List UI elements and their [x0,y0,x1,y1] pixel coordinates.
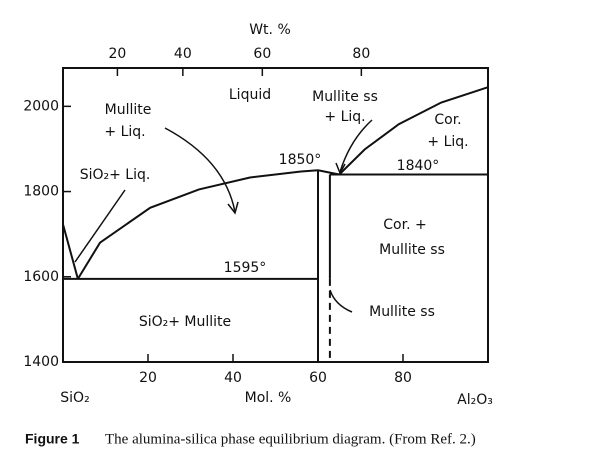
x2-tick-label: 80 [352,46,370,62]
region-label: Liquid [229,87,271,103]
region-label: Mullite ss [379,242,445,258]
phase-boundary [77,169,319,280]
region-label: 1840° [397,158,440,174]
y-tick-label: 1800 [23,184,59,200]
x-tick-label: 40 [224,370,242,386]
x2-tick-label: 60 [253,46,271,62]
region-label: 1850° [279,152,322,168]
x-axis-title: Mol. % [245,390,292,406]
y-tick-label: 2000 [23,98,59,114]
region-label: SiO₂+ Liq. [80,167,151,183]
phase-boundary [62,224,79,280]
caption: The alumina-silica phase equilibrium dia… [105,431,476,447]
arrowhead [227,201,239,215]
x-tick-label: 60 [309,370,327,386]
region-label: + Liq. [324,109,365,125]
plot-frame [62,67,489,363]
y-tick-label: 1400 [23,354,59,370]
region-label: Mullite ss [312,89,378,105]
leader [329,289,353,313]
region-label: Cor. + [383,217,426,233]
arrow [164,127,236,213]
region-label: + Liq. [427,134,468,150]
region-label: Mullite [105,102,152,118]
x-tick-label: 20 [139,370,157,386]
top-axis-title: Wt. % [249,22,291,38]
x-left-label: SiO₂ [60,390,89,406]
y-tick-label: 1600 [23,269,59,285]
x-tick-label: 80 [394,370,412,386]
x2-tick-label: 40 [174,46,192,62]
region-label: Mullite ss [369,304,435,320]
x-right-label: Al₂O₃ [457,392,493,408]
phase-boundary [338,86,489,176]
region-label: 1595° [224,260,267,276]
region-label: Cor. [434,112,461,128]
region-label: SiO₂+ Mullite [139,314,231,330]
arrows [74,119,373,313]
arrow [339,119,373,173]
x2-tick-label: 20 [108,46,126,62]
caption-label: Figure 1 [25,431,80,447]
region-label: + Liq. [104,124,145,140]
arrow [74,189,126,263]
